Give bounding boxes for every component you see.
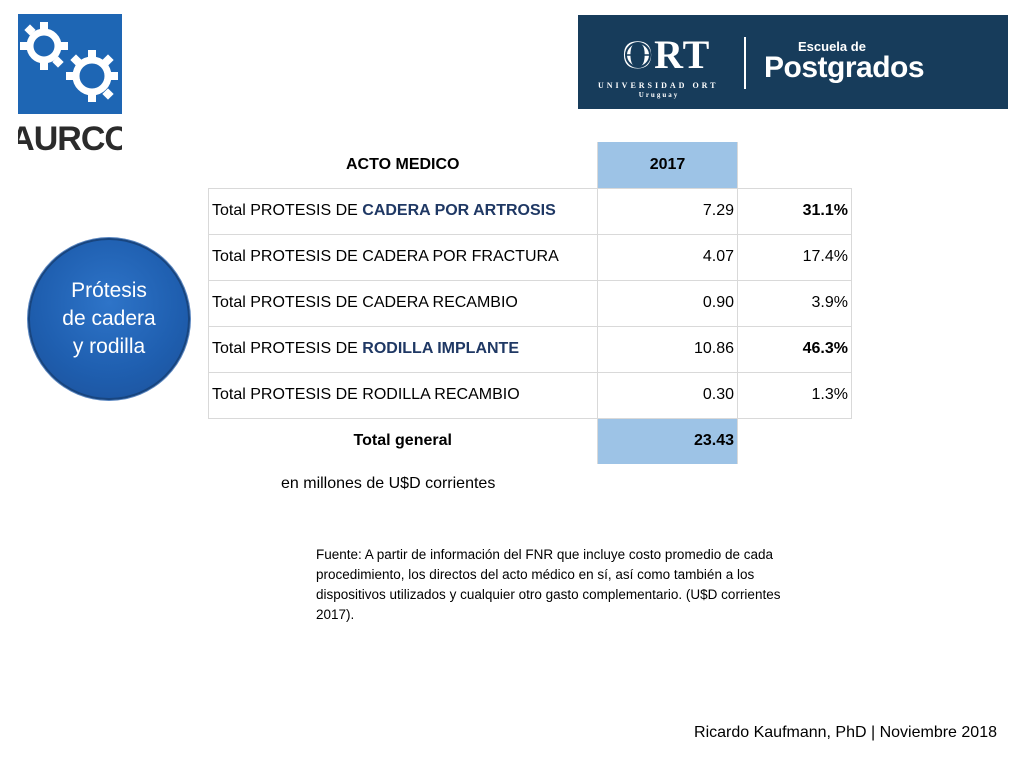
- table-row: Total PROTESIS DE CADERA POR FRACTURA 4.…: [208, 233, 852, 281]
- cost-table: ACTO MEDICO 2017 Total PROTESIS DE CADER…: [208, 142, 852, 464]
- school-name: Postgrados: [764, 51, 925, 84]
- row-label: Total PROTESIS DE CADERA POR ARTROSIS: [208, 187, 598, 235]
- total-empty: [738, 418, 852, 464]
- row-label: Total PROTESIS DE RODILLA RECAMBIO: [208, 371, 598, 419]
- row-value: 7.29: [597, 187, 738, 235]
- topic-circle: Prótesis de cadera y rodilla: [28, 238, 190, 400]
- total-label: Total general: [208, 417, 598, 464]
- source-note: Fuente: A partir de información del FNR …: [316, 547, 781, 622]
- table-total-row: Total general 23.43: [208, 417, 852, 464]
- row-percent: 46.3%: [737, 325, 852, 373]
- header-empty: [738, 142, 852, 188]
- row-label: Total PROTESIS DE RODILLA IMPLANTE: [208, 325, 598, 373]
- topic-line-3: y rodilla: [72, 335, 146, 358]
- table-row: Total PROTESIS DE RODILLA IMPLANTE 10.86…: [208, 325, 852, 373]
- row-value: 0.30: [597, 371, 738, 419]
- banner-divider: [744, 37, 746, 89]
- ort-university-label: UNIVERSIDAD ORT: [598, 81, 719, 90]
- ort-country-label: Uruguay: [638, 91, 680, 99]
- total-value: 23.43: [597, 417, 738, 464]
- units-note: en millones de U$D corrientes: [281, 475, 496, 492]
- table-row: Total PROTESIS DE CADERA RECAMBIO 0.90 3…: [208, 279, 852, 327]
- table-row: Total PROTESIS DE RODILLA RECAMBIO 0.30 …: [208, 371, 852, 419]
- row-percent: 17.4%: [737, 233, 852, 281]
- school-prefix: Escuela de: [798, 39, 866, 54]
- footer-credit: Ricardo Kaufmann, PhD | Noviembre 2018: [694, 724, 997, 741]
- row-label: Total PROTESIS DE CADERA RECAMBIO: [208, 279, 598, 327]
- row-value: 0.90: [597, 279, 738, 327]
- table-header-row: ACTO MEDICO 2017: [208, 142, 852, 189]
- row-label: Total PROTESIS DE CADERA POR FRACTURA: [208, 233, 598, 281]
- row-percent: 3.9%: [737, 279, 852, 327]
- globe-icon: [625, 42, 651, 68]
- header-label: ACTO MEDICO: [208, 142, 598, 188]
- ort-postgrados-banner: ORT UNIVERSIDAD ORT Uruguay Escuela de P…: [578, 15, 1008, 109]
- topic-circle-text: Prótesis de cadera y rodilla: [62, 277, 155, 361]
- row-percent: 31.1%: [737, 187, 852, 235]
- aurco-logo: AURCO: [18, 14, 122, 156]
- table-row: Total PROTESIS DE CADERA POR ARTROSIS 7.…: [208, 187, 852, 235]
- topic-line-1: Prótesis: [71, 279, 147, 302]
- header-year: 2017: [597, 142, 738, 189]
- row-value: 4.07: [597, 233, 738, 281]
- aurco-wordmark: AURCO: [18, 120, 122, 156]
- row-value: 10.86: [597, 325, 738, 373]
- row-percent: 1.3%: [737, 371, 852, 419]
- topic-line-2: de cadera: [62, 307, 156, 330]
